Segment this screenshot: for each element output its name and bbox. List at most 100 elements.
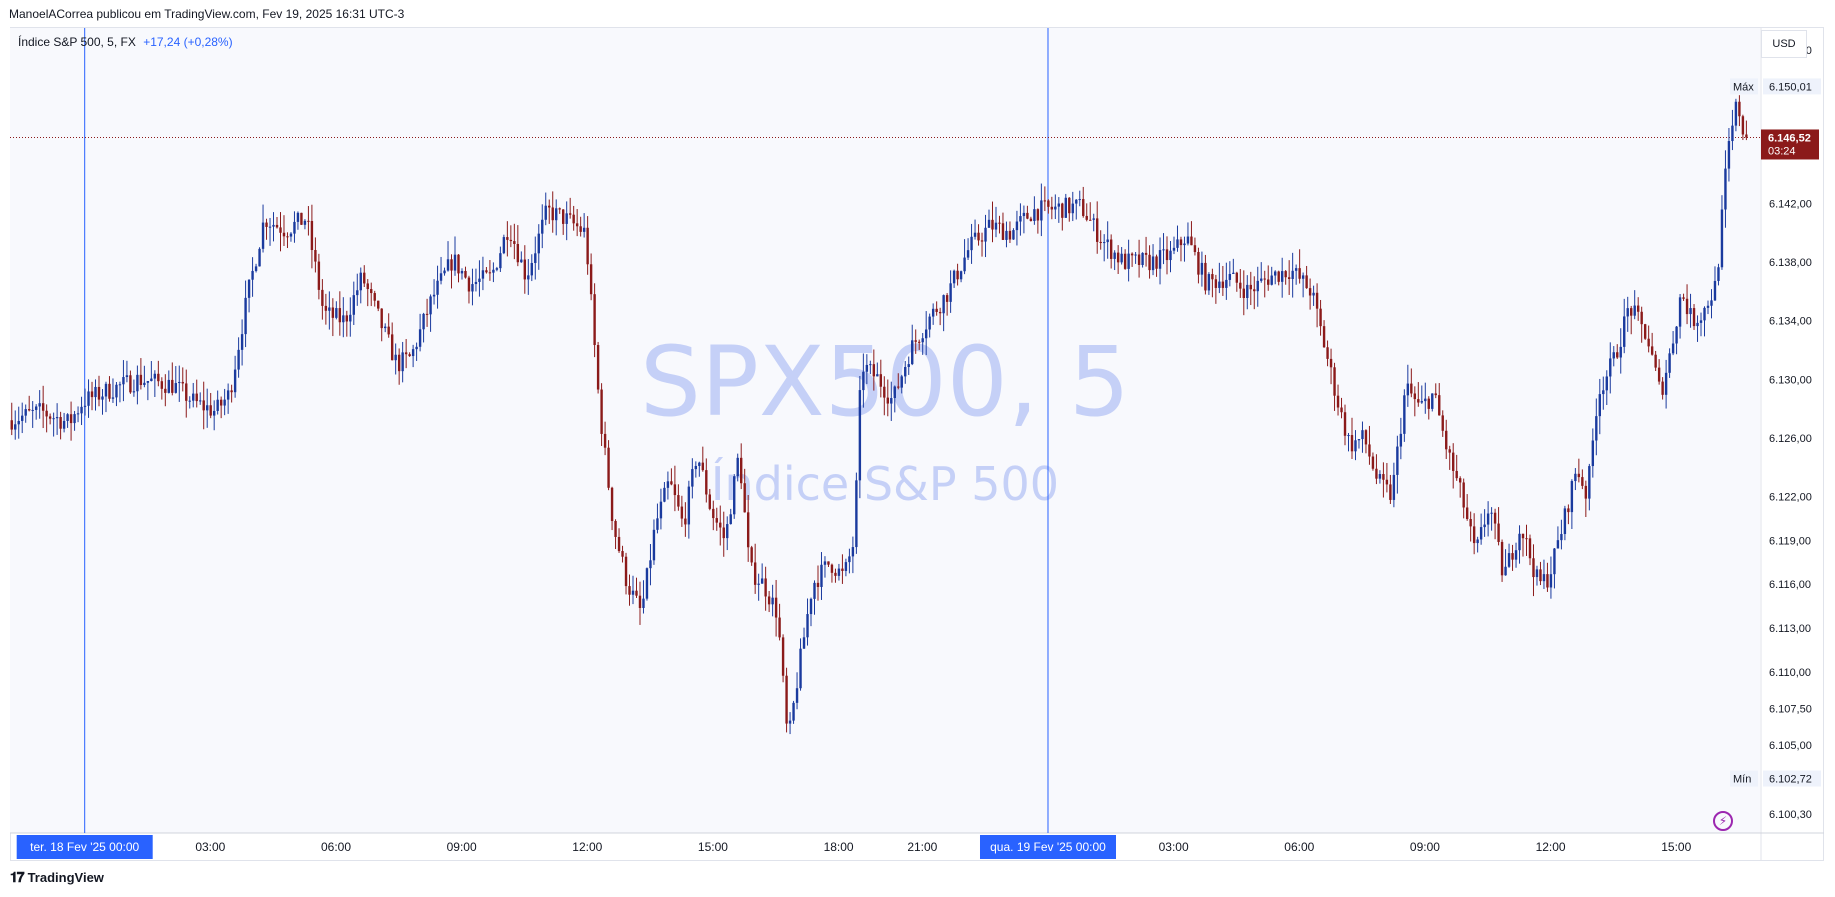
candle-body: [753, 562, 757, 585]
candle-379: [1333, 362, 1336, 411]
candle-body: [844, 562, 848, 571]
candle-body: [1029, 218, 1033, 221]
candle-332: [1169, 241, 1172, 273]
candle-body: [1434, 393, 1437, 396]
candle-87: [314, 237, 317, 273]
candle-371: [1305, 265, 1308, 289]
candle-250: [883, 376, 886, 416]
candle-49: [181, 367, 184, 392]
candle-body: [1134, 254, 1137, 256]
candle-46: [171, 362, 174, 396]
candles: [10, 95, 1748, 735]
candle-body: [1472, 526, 1476, 544]
candle-body: [663, 487, 666, 502]
candle-body: [746, 512, 750, 548]
candle-20: [80, 396, 83, 426]
candle-153: [544, 192, 547, 226]
candle-body: [1560, 534, 1563, 541]
candle-body: [1165, 249, 1169, 261]
candle-body: [453, 254, 457, 271]
candle-35: [132, 379, 136, 397]
candle-body: [809, 598, 813, 615]
candle-body: [380, 308, 383, 329]
candle-body: [150, 378, 153, 382]
candle-37: [139, 358, 143, 390]
lightning-icon[interactable]: ⚡: [1713, 811, 1733, 831]
candle-body: [537, 233, 540, 254]
candle-395: [1389, 474, 1392, 504]
candle-225: [795, 672, 799, 710]
candle-482: [1692, 304, 1696, 330]
candle-body: [802, 637, 806, 649]
candle-body: [918, 341, 921, 343]
candle-body: [1186, 236, 1190, 244]
candle-body: [363, 272, 366, 284]
candle-body: [945, 295, 949, 302]
candle-body: [404, 352, 408, 355]
candle-body: [740, 457, 743, 484]
symbol-legend[interactable]: Índice S&P 500, 5, FX +17,24 (+0,28%): [18, 35, 233, 49]
candle-body: [1703, 307, 1706, 321]
candle-264: [931, 303, 935, 325]
candle-body: [185, 383, 188, 401]
candle-body: [750, 547, 753, 563]
candle-body: [136, 374, 139, 392]
candle-330: [1162, 233, 1165, 265]
candle-body: [1675, 326, 1678, 344]
candle-body: [1745, 134, 1748, 138]
candle-body: [279, 227, 282, 233]
candle-body: [87, 391, 90, 406]
candle-body: [1497, 523, 1500, 542]
candle-body: [268, 226, 272, 228]
candle-320: [1127, 239, 1130, 282]
candle-141: [502, 234, 506, 255]
candle-body: [300, 212, 303, 225]
candle-155: [551, 191, 554, 233]
candle-body: [139, 374, 143, 385]
candle-body: [848, 556, 851, 563]
candle-body: [1633, 305, 1636, 316]
candle-273: [963, 239, 966, 275]
candle-493: [1731, 109, 1734, 151]
candle-15: [62, 412, 66, 433]
candle-428: [1504, 549, 1507, 576]
candle-body: [1151, 256, 1155, 271]
candle-377: [1326, 340, 1329, 367]
candle-135: [481, 256, 485, 291]
candle-202: [715, 507, 718, 531]
candle-380: [1336, 384, 1340, 416]
candle-body: [1026, 212, 1029, 219]
candle-body: [865, 364, 869, 372]
candle-254: [897, 373, 900, 390]
candle-body: [541, 219, 544, 234]
candle-249: [879, 359, 883, 398]
candle-body: [687, 486, 691, 525]
candle-body: [1734, 101, 1738, 126]
candle-body: [820, 564, 823, 587]
candle-473: [1661, 377, 1664, 400]
candle-222: [785, 667, 788, 733]
candle-110: [394, 343, 397, 375]
currency-button[interactable]: USD: [1761, 30, 1807, 58]
candle-460: [1616, 344, 1619, 359]
candle-body: [1598, 394, 1601, 417]
candle-body: [924, 329, 928, 339]
candle-452: [1588, 463, 1591, 511]
candle-260: [918, 339, 921, 350]
candle-75: [272, 212, 275, 242]
candle-body: [1438, 395, 1441, 416]
candle-268: [945, 293, 949, 316]
candle-353: [1242, 270, 1245, 316]
candle-body: [610, 487, 614, 522]
candle-body: [1336, 395, 1340, 408]
candle-205: [726, 516, 729, 551]
candle-311: [1096, 201, 1099, 254]
candle-body: [544, 205, 547, 220]
candle-body: [73, 414, 76, 424]
candle-401: [1410, 368, 1413, 398]
candle-419: [1472, 513, 1476, 555]
candle-body: [1315, 292, 1319, 309]
candle-body: [1294, 268, 1298, 271]
candle-body: [1514, 550, 1518, 560]
